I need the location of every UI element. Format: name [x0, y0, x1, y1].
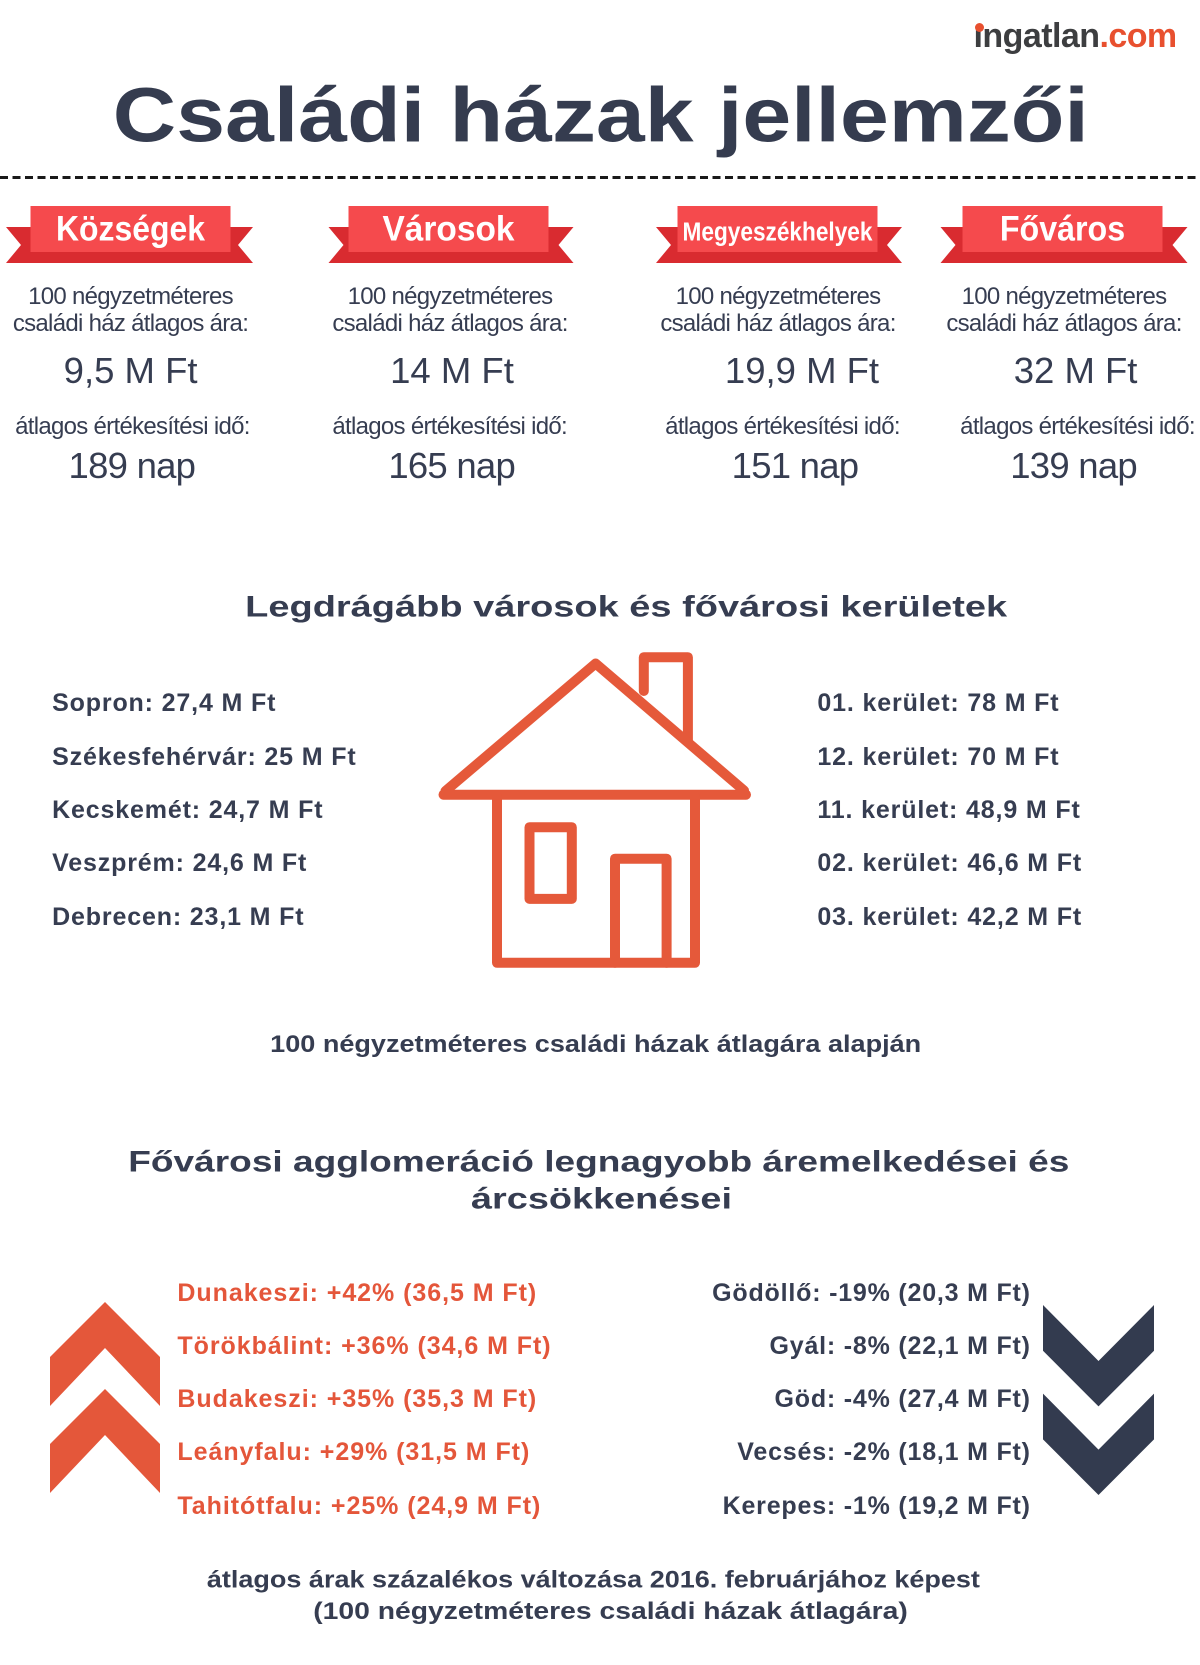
svg-text:árcsökkenései: árcsökkenései	[471, 1183, 732, 1216]
svg-text:Községek: Községek	[56, 210, 205, 249]
svg-text:Legdrágább városok és fővárosi: Legdrágább városok és fővárosi kerületek	[245, 590, 1007, 623]
svg-text:Megyeszékhelyek: Megyeszékhelyek	[683, 219, 874, 247]
svg-text:Városok: Városok	[382, 210, 515, 249]
svg-text:Családi házak jellemzői: Családi házak jellemzői	[113, 73, 1089, 159]
svg-text:100 négyzetméteres családi ház: 100 négyzetméteres családi házak átlagár…	[270, 1031, 921, 1058]
svg-text:Főváros: Főváros	[999, 210, 1124, 249]
svg-text:(100 négyzetméteres családi há: (100 négyzetméteres családi házak átlagá…	[313, 1598, 908, 1625]
svg-text:Fővárosi agglomeráció legnagyo: Fővárosi agglomeráció legnagyobb áremelk…	[128, 1145, 1069, 1178]
svg-text:átlagos árak százalékos változ: átlagos árak százalékos változása 2016. …	[207, 1567, 980, 1594]
